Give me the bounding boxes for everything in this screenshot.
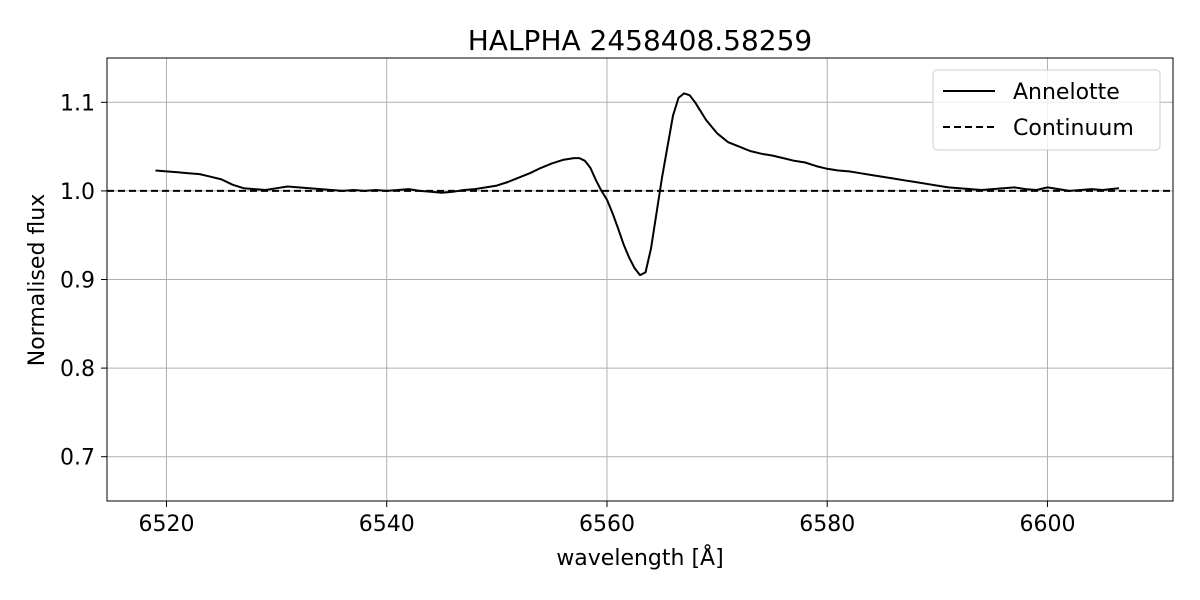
y-tick-label: 0.7 [60,446,95,471]
tick-layer: 6520 6540 6560 6580 6600 0.7 0.8 0.9 1.0 1.1 [60,91,1075,537]
x-tick-label: 6520 [138,512,194,537]
legend-label-annelotte: Annelotte [1013,80,1120,105]
legend: Annelotte Continuum [932,69,1161,151]
series-line-annelotte [155,92,1120,277]
x-tick-label: 6540 [359,512,415,537]
x-axis-label: wavelength [Å] [556,544,723,571]
legend-label-continuum: Continuum [1013,116,1134,141]
series-layer [107,92,1173,277]
y-tick-label: 1.1 [60,91,95,116]
x-tick-label: 6580 [799,512,855,537]
y-tick-label: 1.0 [60,180,95,205]
y-axis-label: Normalised flux [25,194,50,367]
x-tick-label: 6560 [579,512,635,537]
y-tick-label: 0.8 [60,357,95,382]
y-tick-label: 0.9 [60,269,95,294]
x-tick-label: 6600 [1019,512,1075,537]
chart-title: HALPHA 2458408.58259 [468,24,812,57]
